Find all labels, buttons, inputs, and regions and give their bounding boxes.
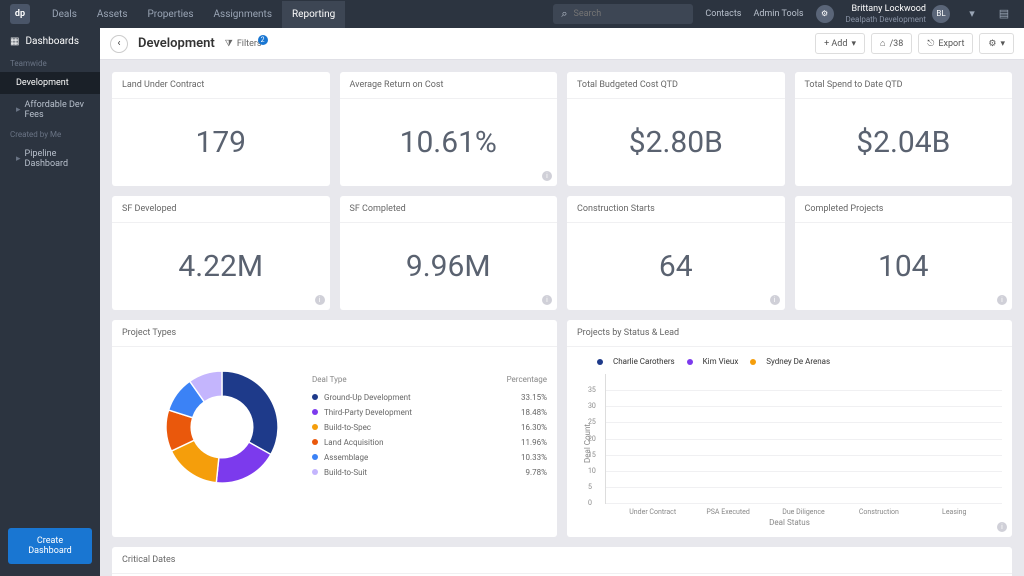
pie-legend: Deal TypePercentage Ground-Up Developmen… [312,375,547,480]
metric-label: Completed Projects [795,196,1013,223]
legend-row: Ground-Up Development33.15% [312,390,547,405]
filter-icon: ⧩ [225,39,233,49]
bar-legend-item: Charlie Carothers [597,357,675,366]
nav-tab-assignments[interactable]: Assignments [204,1,282,28]
count-button[interactable]: ⌂/38 [871,33,912,54]
people-icon: ⌂ [880,38,885,49]
metric-value: 104 [795,223,1013,310]
x-axis-label: Deal Status [577,518,1002,527]
metric-label: Construction Starts [567,196,785,223]
bar-chart-card: Projects by Status & Lead Charlie Caroth… [567,320,1012,537]
pie-title: Project Types [112,320,557,347]
filters-badge: 2 [258,35,268,45]
sidebar-item[interactable]: ▸ Affordable Dev Fees [0,94,100,126]
info-icon[interactable]: i [770,295,780,305]
metric-value: 10.61% [340,99,558,186]
bar-legend-item: Sydney De Arenas [750,357,830,366]
bar-title: Projects by Status & Lead [567,320,1012,347]
back-button[interactable]: ‹ [110,35,128,53]
legend-row: Third-Party Development18.48% [312,405,547,420]
info-icon[interactable]: i [997,295,1007,305]
metric-label: Total Spend to Date QTD [795,72,1013,99]
x-label: PSA Executed [703,508,753,516]
user-name: Brittany Lockwood [846,4,926,15]
export-icon: ⎋ [927,39,934,49]
x-label: Under Contract [628,508,678,516]
nav-tabs: DealsAssetsPropertiesAssignmentsReportin… [42,1,345,28]
metric-value: $2.80B [567,99,785,186]
info-icon[interactable]: i [542,171,552,181]
topbar: dp DealsAssetsPropertiesAssignmentsRepor… [0,0,1024,28]
donut-chart [152,357,292,497]
metric-value: 179 [112,99,330,186]
metric-label: SF Developed [112,196,330,223]
metric-label: Average Return on Cost [340,72,558,99]
legend-row: Land Acquisition11.96% [312,435,547,450]
sidebar-section: Teamwide [0,55,100,72]
x-label: Construction [854,508,904,516]
metric-card: SF Developed 4.22M i [112,196,330,310]
nav-tab-assets[interactable]: Assets [87,1,138,28]
metric-card: Completed Projects 104 i [795,196,1013,310]
metrics-grid: Land Under Contract 179 Average Return o… [112,72,1012,310]
metric-value: $2.04B [795,99,1013,186]
metric-label: SF Completed [340,196,558,223]
nav-tab-reporting[interactable]: Reporting [282,1,345,28]
metric-value: 64 [567,223,785,310]
admin-avatar[interactable]: ⚙ [816,5,834,23]
metric-card: Total Spend to Date QTD $2.04B [795,72,1013,186]
metric-label: Total Budgeted Cost QTD [567,72,785,99]
bar-legend: Charlie Carothers Kim Vieux Sydney De Aren… [597,357,1002,366]
sidebar: ▦ Dashboards TeamwideDevelopment▸ Afford… [0,28,100,576]
metric-card: Construction Starts 64 i [567,196,785,310]
sidebar-title: ▦ Dashboards [0,28,100,55]
bar-area: Deal Count 05101520253035 [605,374,1002,504]
info-icon[interactable]: i [315,295,325,305]
legend-row: Assemblage10.33% [312,450,547,465]
x-label: Leasing [929,508,979,516]
settings-button[interactable]: ⚙▾ [979,33,1014,54]
search-input[interactable] [574,9,686,19]
dashboard-icon: ▦ [10,36,19,47]
nav-tab-deals[interactable]: Deals [42,1,87,28]
sidebar-item[interactable]: ▸ Pipeline Dashboard [0,143,100,175]
search-icon: ⌕ [561,7,567,21]
search-box[interactable]: ⌕ [553,4,693,24]
legend-row: Build-to-Suit9.78% [312,465,547,480]
sidebar-section: Created by Me [0,126,100,143]
create-dashboard-button[interactable]: Create Dashboard [8,528,92,564]
gear-icon: ⚙ [988,39,996,49]
x-label: Due Diligence [778,508,828,516]
metric-card: Land Under Contract 179 [112,72,330,186]
metric-card: Total Budgeted Cost QTD $2.80B [567,72,785,186]
table-title: Critical Dates [112,547,1012,574]
legend-row: Build-to-Spec16.30% [312,420,547,435]
pie-chart-card: Project Types Deal TypePercentage Ground… [112,320,557,537]
sidebar-item[interactable]: Development [0,72,100,94]
chat-icon[interactable]: ▤ [994,4,1014,24]
nav-link-admin[interactable]: Admin Tools [753,9,803,19]
logo[interactable]: dp [10,4,30,24]
metric-label: Land Under Contract [112,72,330,99]
info-icon[interactable]: i [997,522,1007,532]
info-icon[interactable]: i [542,295,552,305]
bar-legend-item: Kim Vieux [687,357,739,366]
critical-dates-card: Critical Dates ▾Deal NameDeal CreatorIC … [112,547,1012,576]
user-org: Dealpath Development [846,15,926,25]
dropdown-icon[interactable]: ▾ [962,4,982,24]
export-button[interactable]: ⎋Export [918,33,973,54]
nav-link-contacts[interactable]: Contacts [705,9,741,19]
user-avatar: BL [932,5,950,23]
sidebar-title-text: Dashboards [25,36,79,47]
metric-value: 9.96M [340,223,558,310]
user-block[interactable]: Brittany Lockwood Dealpath Development B… [846,4,950,24]
metric-value: 4.22M [112,223,330,310]
metric-card: SF Completed 9.96M i [340,196,558,310]
content-header: ‹ Development ⧩ Filters 2 + Add ▾ ⌂/38 ⎋… [100,28,1024,60]
nav-tab-properties[interactable]: Properties [138,1,204,28]
page-title: Development [138,36,215,51]
filters-button[interactable]: ⧩ Filters 2 [225,39,262,49]
metric-card: Average Return on Cost 10.61% i [340,72,558,186]
add-button[interactable]: + Add ▾ [815,33,865,54]
